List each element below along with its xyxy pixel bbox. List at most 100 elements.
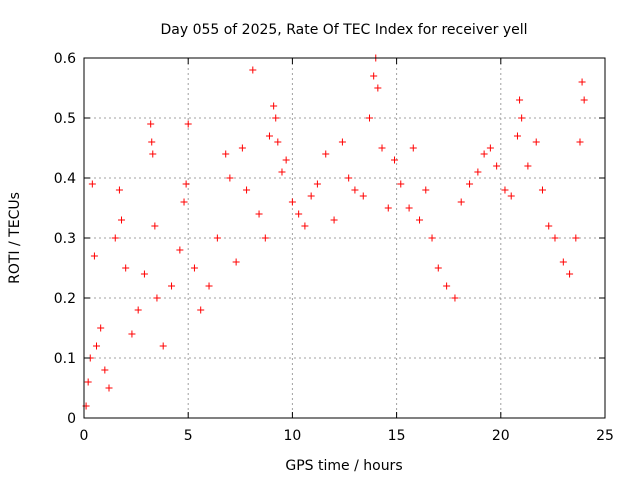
data-point: [266, 133, 273, 140]
data-point: [106, 385, 113, 392]
data-point: [243, 187, 250, 194]
x-tick-label: 15: [388, 428, 406, 444]
axis-ticks: 0 0.1 0.2 0.3 0.4 0.5 0.6 0 5 10 15 20 25: [54, 51, 614, 444]
data-point: [474, 169, 481, 176]
data-point: [524, 163, 531, 170]
data-point: [493, 163, 500, 170]
data-point: [345, 175, 352, 182]
data-point: [339, 139, 346, 146]
data-point: [176, 247, 183, 254]
x-tick-label: 20: [492, 428, 510, 444]
data-points: [83, 55, 588, 410]
data-point: [566, 271, 573, 278]
data-point: [93, 343, 100, 350]
y-tick-label: 0.1: [54, 351, 76, 367]
x-axis-label: GPS time / hours: [285, 458, 402, 474]
data-point: [135, 307, 142, 314]
data-point: [539, 187, 546, 194]
data-point: [458, 199, 465, 206]
data-point: [487, 145, 494, 152]
data-point: [370, 73, 377, 80]
data-point: [374, 85, 381, 92]
data-point: [516, 97, 523, 104]
x-tick-label: 0: [80, 428, 89, 444]
data-point: [278, 169, 285, 176]
data-point: [295, 211, 302, 218]
data-point: [518, 115, 525, 122]
data-point: [533, 139, 540, 146]
data-point: [508, 193, 515, 200]
data-point: [149, 151, 156, 158]
data-point: [581, 97, 588, 104]
data-point: [410, 145, 417, 152]
data-point: [366, 115, 373, 122]
data-point: [451, 295, 458, 302]
data-point: [249, 67, 256, 74]
data-point: [289, 199, 296, 206]
data-point: [308, 193, 315, 200]
data-point: [406, 205, 413, 212]
data-point: [151, 223, 158, 230]
data-point: [466, 181, 473, 188]
data-point: [89, 181, 96, 188]
y-tick-label: 0.4: [54, 171, 76, 187]
data-point: [128, 331, 135, 338]
chart-title: Day 055 of 2025, Rate Of TEC Index for r…: [160, 22, 527, 38]
data-point: [514, 133, 521, 140]
data-point: [443, 283, 450, 290]
data-point: [422, 187, 429, 194]
data-point: [545, 223, 552, 230]
x-tick-label: 5: [184, 428, 193, 444]
data-point: [429, 235, 436, 242]
data-point: [572, 235, 579, 242]
data-point: [214, 235, 221, 242]
data-point: [435, 265, 442, 272]
data-point: [579, 79, 586, 86]
data-point: [226, 175, 233, 182]
data-point: [385, 205, 392, 212]
x-tick-label: 10: [283, 428, 301, 444]
data-point: [262, 235, 269, 242]
data-point: [233, 259, 240, 266]
data-point: [147, 121, 154, 128]
data-point: [197, 307, 204, 314]
data-point: [551, 235, 558, 242]
y-tick-label: 0: [67, 411, 76, 427]
data-point: [283, 157, 290, 164]
x-tick-label: 25: [596, 428, 614, 444]
data-point: [301, 223, 308, 230]
data-point: [416, 217, 423, 224]
data-point: [112, 235, 119, 242]
data-point: [351, 187, 358, 194]
y-tick-label: 0.5: [54, 111, 76, 127]
data-point: [183, 181, 190, 188]
data-point: [91, 253, 98, 260]
y-tick-label: 0.2: [54, 291, 76, 307]
data-point: [397, 181, 404, 188]
data-point: [181, 199, 188, 206]
data-point: [141, 271, 148, 278]
data-point: [272, 115, 279, 122]
data-point: [185, 121, 192, 128]
data-point: [222, 151, 229, 158]
y-tick-label: 0.3: [54, 231, 76, 247]
data-point: [85, 379, 92, 386]
grid-lines: [84, 58, 605, 418]
data-point: [270, 103, 277, 110]
data-point: [274, 139, 281, 146]
data-point: [153, 295, 160, 302]
data-point: [116, 187, 123, 194]
data-point: [379, 145, 386, 152]
data-point: [239, 145, 246, 152]
data-point: [118, 217, 125, 224]
data-point: [101, 367, 108, 374]
data-point: [191, 265, 198, 272]
data-point: [481, 151, 488, 158]
data-point: [560, 259, 567, 266]
data-point: [168, 283, 175, 290]
data-point: [148, 139, 155, 146]
data-point: [160, 343, 167, 350]
data-point: [360, 193, 367, 200]
data-point: [206, 283, 213, 290]
